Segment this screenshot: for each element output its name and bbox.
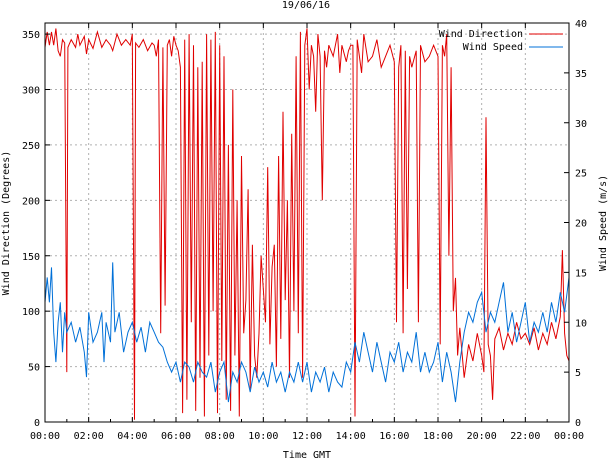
- x-axis-label: Time GMT: [283, 450, 331, 459]
- x-tick-label: 06:00: [161, 431, 191, 442]
- y-left-tick-label: 300: [22, 86, 40, 97]
- x-tick-label: 04:00: [117, 431, 147, 442]
- y-left-tick-label: 350: [22, 30, 40, 41]
- x-tick-label: 18:00: [423, 431, 453, 442]
- x-tick-label: 16:00: [379, 431, 409, 442]
- x-tick-label: 12:00: [292, 431, 322, 442]
- series-lines: [44, 28, 570, 420]
- legend-label-direction: Wind Direction: [439, 29, 523, 40]
- y-right-tick-label: 40: [575, 19, 587, 30]
- y-left-tick-label: 0: [34, 418, 40, 429]
- series-line-wind-direction: [44, 28, 570, 420]
- y-left-tick-label: 150: [22, 252, 40, 263]
- x-tick-label: 00:00: [554, 431, 584, 442]
- legend: Wind Direction Wind Speed: [439, 29, 563, 53]
- y-left-tick-label: 250: [22, 141, 40, 152]
- y-right-tick-label: 25: [575, 169, 587, 180]
- y-left-tick-label: 100: [22, 307, 40, 318]
- y-left-tick-label: 50: [28, 363, 40, 374]
- x-tick-label: 08:00: [205, 431, 235, 442]
- axis-ticks: [44, 22, 570, 423]
- y-right-tick-label: 35: [575, 69, 587, 80]
- y-axis-right-label: Wind Speed (m/s): [598, 175, 609, 271]
- x-tick-label: 22:00: [510, 431, 540, 442]
- x-tick-label: 00:00: [30, 431, 60, 442]
- x-tick-label: 20:00: [467, 431, 497, 442]
- y-axis-left-label: Wind Direction (Degrees): [1, 151, 12, 296]
- legend-label-speed: Wind Speed: [463, 42, 523, 53]
- x-tick-label: 14:00: [336, 431, 366, 442]
- y-right-tick-label: 0: [575, 418, 581, 429]
- y-right-tick-label: 10: [575, 318, 587, 329]
- y-left-tick-label: 200: [22, 196, 40, 207]
- y-right-tick-label: 15: [575, 268, 587, 279]
- x-tick-label: 10:00: [248, 431, 278, 442]
- y-right-tick-label: 30: [575, 119, 587, 130]
- tick-labels: 00:00 02:00 04:00 06:00 08:00 10:00 12:00 14:00…: [22, 19, 587, 442]
- y-right-tick-label: 5: [575, 368, 581, 379]
- series-line-wind-speed: [44, 262, 570, 403]
- x-tick-label: 02:00: [74, 431, 104, 442]
- y-right-tick-label: 20: [575, 219, 587, 230]
- chart-title: 19/06/16: [282, 0, 330, 11]
